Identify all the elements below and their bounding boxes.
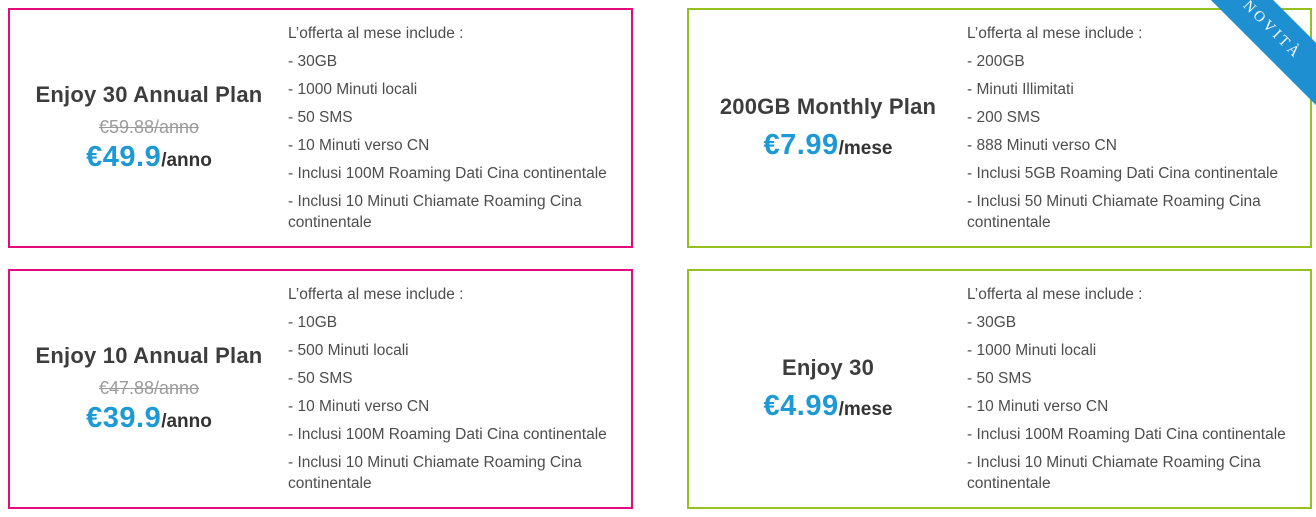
feature-item: - 10 Minuti verso CN [967, 398, 1109, 415]
plan-price-suffix: /mese [838, 138, 893, 159]
plan-price-amount: €4.99 [763, 390, 839, 422]
feature-item: - Inclusi 100M Roaming Dati Cina contine… [288, 426, 607, 443]
feature-item: - Inclusi 10 Minuti Chiamate Roaming Cin… [967, 454, 1261, 492]
feature-item: - Inclusi 100M Roaming Dati Cina contine… [967, 426, 1286, 443]
plan-price: €4.99/mese [697, 390, 959, 423]
plan-title: Enjoy 30 [781, 355, 875, 380]
plan-price-amount: €39.9 [86, 402, 162, 434]
feature-item: - 1000 Minuti locali [967, 342, 1097, 359]
plan-old-price: €47.88/anno [98, 378, 200, 398]
feature-item: - 10GB [288, 314, 338, 331]
plan-price: €39.9/anno [18, 402, 280, 435]
feature-item: - Inclusi 5GB Roaming Dati Cina continen… [967, 165, 1279, 182]
features-header: L’offerta al mese include : [288, 286, 464, 303]
plan-features: L’offerta al mese include : - 200GB - Mi… [967, 23, 1310, 233]
plan-card-200gb-monthly[interactable]: 200GB Monthly Plan €7.99/mese L’offerta … [687, 8, 1312, 248]
feature-item: - 10 Minuti verso CN [288, 137, 430, 154]
feature-item: - Inclusi 100M Roaming Dati Cina contine… [288, 165, 607, 182]
plan-price: €7.99/mese [697, 129, 959, 162]
plan-summary: Enjoy 30 €4.99/mese [689, 355, 967, 423]
feature-item: - 200 SMS [967, 109, 1041, 126]
plan-title: Enjoy 10 Annual Plan [35, 343, 263, 368]
feature-item: - 1000 Minuti locali [288, 81, 418, 98]
feature-item: - 50 SMS [288, 370, 353, 387]
feature-item: - 30GB [288, 53, 338, 70]
features-header: L’offerta al mese include : [967, 286, 1143, 303]
feature-item: - 200GB [967, 53, 1025, 70]
plan-title: Enjoy 30 Annual Plan [35, 82, 263, 107]
features-header: L’offerta al mese include : [288, 25, 464, 42]
feature-item: - Inclusi 10 Minuti Chiamate Roaming Cin… [288, 454, 582, 492]
plan-old-price: €59.88/anno [98, 117, 200, 137]
feature-item: - 50 SMS [967, 370, 1032, 387]
plan-summary: Enjoy 30 Annual Plan €59.88/anno €49.9/a… [10, 82, 288, 174]
feature-item: - 10 Minuti verso CN [288, 398, 430, 415]
feature-item: - 30GB [967, 314, 1017, 331]
plan-price-suffix: /anno [161, 150, 212, 171]
plan-price: €49.9/anno [18, 141, 280, 174]
plan-card-enjoy-30-annual[interactable]: Enjoy 30 Annual Plan €59.88/anno €49.9/a… [8, 8, 633, 248]
plan-card-enjoy-30[interactable]: Enjoy 30 €4.99/mese L’offerta al mese in… [687, 269, 1312, 509]
plan-features: L’offerta al mese include : - 30GB - 100… [288, 23, 631, 233]
feature-item: - 500 Minuti locali [288, 342, 409, 359]
feature-item: - 888 Minuti verso CN [967, 137, 1117, 154]
plan-features: L’offerta al mese include : - 30GB - 100… [967, 284, 1310, 494]
feature-item: - Inclusi 10 Minuti Chiamate Roaming Cin… [288, 193, 582, 231]
feature-item: - Minuti Illimitati [967, 81, 1074, 98]
plan-title: 200GB Monthly Plan [719, 94, 937, 119]
plan-summary: Enjoy 10 Annual Plan €47.88/anno €39.9/a… [10, 343, 288, 435]
plan-price-suffix: /mese [838, 399, 893, 420]
plan-summary: 200GB Monthly Plan €7.99/mese [689, 94, 967, 162]
feature-item: - Inclusi 50 Minuti Chiamate Roaming Cin… [967, 193, 1261, 231]
plan-price-suffix: /anno [161, 411, 212, 432]
plan-price-amount: €49.9 [86, 141, 162, 173]
feature-item: - 50 SMS [288, 109, 353, 126]
plan-price-amount: €7.99 [763, 129, 839, 161]
features-header: L’offerta al mese include : [967, 25, 1143, 42]
plan-features: L’offerta al mese include : - 10GB - 500… [288, 284, 631, 494]
plan-card-enjoy-10-annual[interactable]: Enjoy 10 Annual Plan €47.88/anno €39.9/a… [8, 269, 633, 509]
